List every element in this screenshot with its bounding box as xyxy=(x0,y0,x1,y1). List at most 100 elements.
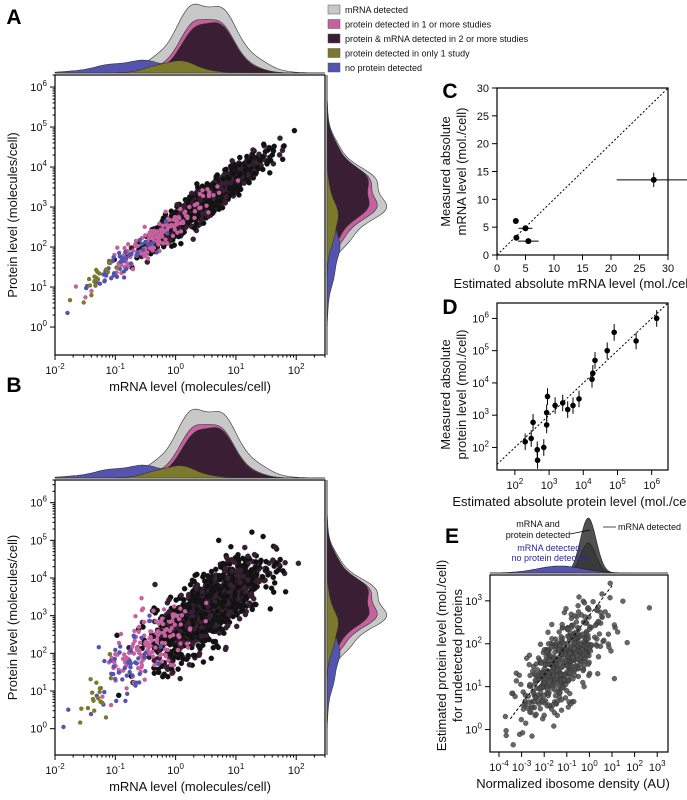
data-point xyxy=(245,178,252,185)
y-tick-label: 104 xyxy=(472,375,489,390)
x-tick-label: 10-2 xyxy=(535,759,555,774)
data-point xyxy=(597,643,604,649)
data-point xyxy=(265,572,271,578)
data-point xyxy=(572,650,579,656)
data-point xyxy=(228,556,235,563)
data-point xyxy=(167,634,173,639)
data-point xyxy=(546,702,552,708)
data-point xyxy=(101,272,106,277)
data-point xyxy=(543,422,550,428)
y-tick-label: 103 xyxy=(30,199,47,214)
data-point xyxy=(263,558,269,565)
data-point xyxy=(108,658,113,663)
data-point xyxy=(530,663,537,670)
data-point xyxy=(241,562,247,568)
data-point xyxy=(575,603,581,609)
data-point xyxy=(230,575,236,582)
data-point xyxy=(192,596,199,602)
data-point xyxy=(168,662,174,668)
data-point xyxy=(157,221,162,226)
data-point xyxy=(544,393,551,400)
x-tick-label: 102 xyxy=(288,362,305,377)
data-point xyxy=(149,638,155,643)
data-point xyxy=(512,218,519,225)
data-point xyxy=(185,652,191,659)
data-point xyxy=(168,208,175,214)
data-point xyxy=(115,245,120,250)
x-tick-label: 15 xyxy=(576,263,588,275)
data-point xyxy=(191,578,197,585)
data-point xyxy=(575,673,582,680)
data-point xyxy=(513,234,520,241)
data-point xyxy=(136,666,141,671)
data-point xyxy=(156,661,161,667)
data-point xyxy=(151,608,156,613)
data-point xyxy=(206,193,212,199)
data-point xyxy=(586,659,592,666)
data-point xyxy=(127,252,132,258)
data-point xyxy=(549,621,555,628)
x-axis-label: Normalized ibosome density (AU) xyxy=(476,776,670,791)
data-point xyxy=(159,659,165,664)
data-point xyxy=(111,255,116,260)
data-point xyxy=(163,219,168,224)
data-point xyxy=(200,659,207,665)
data-point xyxy=(187,204,192,210)
data-point xyxy=(264,161,270,167)
data-point xyxy=(142,655,147,660)
data-point xyxy=(582,656,588,662)
data-point xyxy=(114,698,119,704)
data-point xyxy=(251,551,258,558)
data-point xyxy=(551,723,557,729)
data-point xyxy=(148,241,153,246)
data-point xyxy=(605,631,612,637)
data-point xyxy=(176,634,181,639)
data-point xyxy=(149,629,154,634)
data-point xyxy=(184,641,190,646)
data-point xyxy=(582,620,588,626)
data-point xyxy=(222,180,229,187)
data-point xyxy=(133,614,138,619)
data-point xyxy=(572,663,579,669)
data-point xyxy=(503,728,509,734)
data-point xyxy=(201,637,208,644)
plot-frame xyxy=(496,302,669,471)
data-point xyxy=(512,693,518,700)
data-point xyxy=(590,599,596,605)
data-point xyxy=(537,641,544,647)
data-point xyxy=(186,605,192,611)
annotation-mrna-protein-2: protein detected xyxy=(506,530,571,540)
data-point xyxy=(275,567,282,573)
data-point xyxy=(185,645,191,650)
data-point xyxy=(81,300,86,305)
data-point xyxy=(109,276,114,281)
data-point xyxy=(123,255,129,261)
data-point xyxy=(282,589,289,595)
panel-d: D 102 102 103 103 104 104 105 105 106 106 Estimated… xyxy=(438,296,687,509)
y-tick-label: 15 xyxy=(477,167,489,179)
data-point xyxy=(552,402,558,409)
data-point xyxy=(249,606,256,613)
data-point xyxy=(128,665,133,670)
data-point xyxy=(207,612,214,619)
data-point xyxy=(205,187,210,192)
marginal-only1 xyxy=(55,465,325,479)
data-point xyxy=(215,537,222,544)
data-point xyxy=(130,267,136,272)
data-point xyxy=(194,630,200,637)
data-point xyxy=(118,259,123,264)
data-point xyxy=(220,572,226,578)
data-point xyxy=(178,606,183,611)
annotation-no-protein: mRNA detected, xyxy=(517,543,583,553)
data-point xyxy=(555,655,562,661)
data-point xyxy=(139,663,145,668)
data-point xyxy=(83,295,88,300)
data-point xyxy=(132,242,138,247)
data-point xyxy=(223,166,229,173)
data-point xyxy=(120,677,125,682)
data-point xyxy=(570,402,576,409)
data-point xyxy=(139,241,144,247)
data-point xyxy=(154,639,160,644)
y-tick-label: 30 xyxy=(477,83,489,95)
data-point xyxy=(212,593,219,599)
